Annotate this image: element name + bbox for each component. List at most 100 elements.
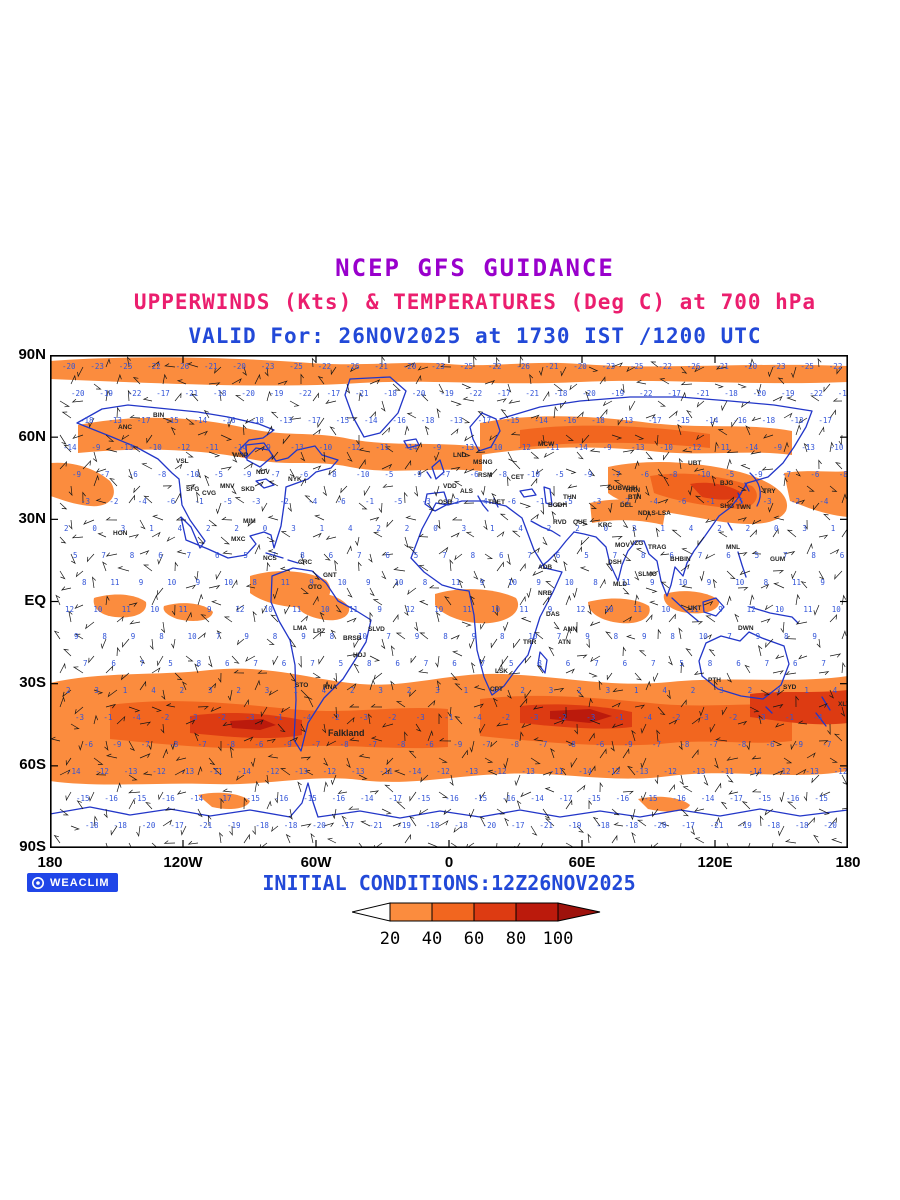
temperature-value: 3 [435, 686, 440, 695]
temperature-value: -21 [545, 362, 559, 371]
wind-shade-region-l1 [590, 499, 666, 525]
temperature-value: -25 [460, 362, 474, 371]
station-label: CET [511, 474, 524, 481]
temperature-value: -14 [364, 416, 378, 425]
temperature-value: 9 [812, 632, 817, 641]
temperature-value: 3 [632, 524, 637, 533]
wind-shade-region-l1 [50, 668, 848, 785]
temperature-value: 10 [775, 605, 785, 614]
station-label: RNA [323, 684, 337, 691]
temperature-value: -7 [652, 740, 661, 749]
temperature-value: -3 [763, 497, 772, 506]
temperature-value: -12 [347, 443, 361, 452]
station-label: SFG [186, 486, 199, 493]
temperature-value: -9 [432, 443, 441, 452]
temperature-value: -12 [517, 443, 531, 452]
temperature-value: 11 [292, 605, 301, 614]
temperature-value: 6 [793, 659, 798, 668]
colorbar-label-100: 100 [542, 929, 574, 949]
temperature-value: -16 [222, 416, 236, 425]
temperature-value: 7 [216, 632, 221, 641]
temperature-value: 7 [272, 551, 277, 560]
temperature-value: -17 [218, 794, 232, 803]
temperature-value: 10 [338, 578, 348, 587]
temperature-value: -26 [687, 362, 701, 371]
station-label: BRSB [343, 635, 362, 642]
temperature-value: 12 [747, 605, 756, 614]
temperature-value: 8 [252, 578, 257, 587]
temperature-value: -2 [217, 713, 226, 722]
station-label: OSB [438, 499, 452, 506]
station-label: LND [453, 452, 467, 459]
temperature-value: 3 [719, 686, 724, 695]
temperature-value: -17 [648, 416, 662, 425]
temperature-value: -8 [340, 740, 350, 749]
temperature-value: 8 [670, 632, 675, 641]
temperature-value: -5 [564, 497, 573, 506]
temperature-value: 6 [726, 551, 731, 560]
temperature-value: 9 [377, 605, 382, 614]
temperature-value: 7 [727, 632, 732, 641]
station-label: BTN [628, 494, 642, 501]
temperature-value: -10 [830, 443, 844, 452]
temperature-value: -7 [441, 470, 450, 479]
station-label: DEL [620, 502, 633, 509]
temperature-value: 11 [690, 605, 699, 614]
temperature-value: -6 [640, 470, 650, 479]
temperature-value: 11 [633, 605, 642, 614]
station-label: HRN [626, 487, 640, 494]
temperature-value: -13 [294, 767, 308, 776]
temperature-value: 2 [64, 524, 69, 533]
temperature-value: -20 [823, 821, 837, 830]
temperature-value: -13 [465, 767, 479, 776]
temperature-value: 6 [329, 551, 334, 560]
temperature-value: -17 [478, 416, 492, 425]
station-label: ANC [118, 424, 132, 431]
temperature-value: 11 [179, 605, 188, 614]
temperature-value: 2 [350, 686, 355, 695]
coastline [698, 631, 790, 700]
colorbar-segment-1 [389, 902, 433, 922]
temperature-value: -6 [595, 740, 605, 749]
temperature-value: -22 [658, 362, 672, 371]
temperature-value: -14 [63, 443, 77, 452]
temperature-value: 2 [234, 524, 239, 533]
temperature-value: 6 [840, 551, 845, 560]
temperature-value: -13 [120, 443, 134, 452]
temperature-value: -18 [255, 821, 269, 830]
temperature-value: -7 [538, 740, 547, 749]
temperature-value: 10 [167, 578, 177, 587]
colorbar-label-60: 60 [463, 929, 485, 949]
temperature-value: -16 [161, 794, 175, 803]
station-label: BGDH [548, 502, 567, 509]
temperature-value: -8 [498, 470, 508, 479]
temperature-value: -18 [454, 821, 468, 830]
temperature-value: -16 [104, 794, 118, 803]
temperature-value: 7 [83, 659, 88, 668]
station-label: ANN [563, 626, 577, 633]
temperature-value: 9 [131, 632, 136, 641]
temperature-value: 8 [159, 632, 164, 641]
temperature-value: -12 [688, 443, 702, 452]
temperature-value: -13 [620, 416, 634, 425]
temperature-value: 8 [500, 632, 505, 641]
temperature-value: 0 [774, 524, 779, 533]
temperature-value: 2 [577, 686, 582, 695]
temperature-value: 10 [528, 632, 538, 641]
temperature-value: 1 [464, 686, 469, 695]
station-label: VSL [176, 458, 189, 465]
ytick-90s: 90S [19, 838, 46, 855]
temperature-value: -16 [616, 794, 630, 803]
temperature-value: -1 [444, 713, 453, 722]
temperature-value: -6 [84, 740, 94, 749]
temperature-value: -6 [810, 470, 820, 479]
temperature-value: -4 [132, 713, 142, 722]
temperature-value: 4 [322, 686, 327, 695]
temperature-value: -11 [205, 443, 219, 452]
temperature-value: -25 [289, 362, 303, 371]
temperature-value: -19 [397, 821, 411, 830]
temperature-value: -15 [246, 794, 260, 803]
temperature-value: 3 [802, 524, 807, 533]
station-label: VZG [630, 540, 643, 547]
temperature-value: -20 [412, 389, 426, 398]
